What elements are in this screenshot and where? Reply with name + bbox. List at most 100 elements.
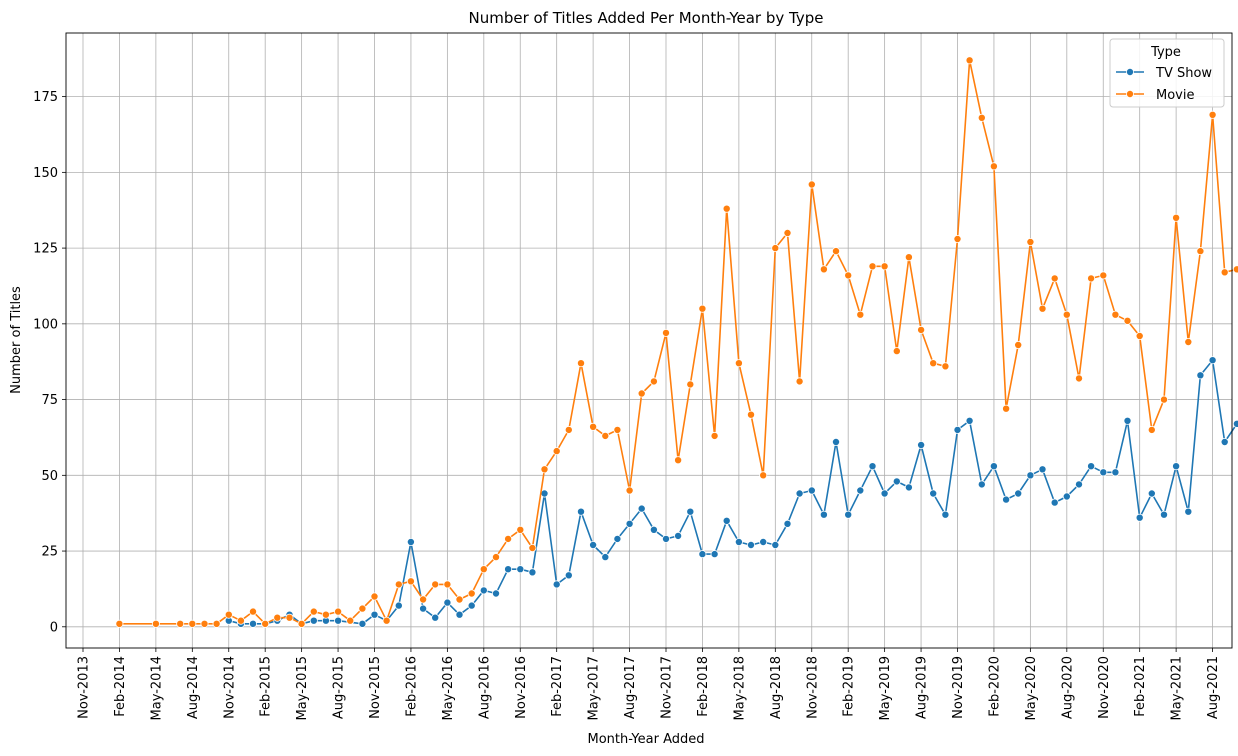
data-point bbox=[370, 592, 379, 601]
data-point bbox=[406, 577, 415, 586]
data-point bbox=[856, 486, 865, 495]
data-point bbox=[577, 359, 586, 368]
data-point bbox=[1184, 337, 1193, 346]
y-tick-label: 175 bbox=[33, 90, 58, 105]
data-point bbox=[662, 534, 671, 543]
data-point bbox=[747, 541, 756, 550]
data-point bbox=[516, 525, 525, 534]
data-point bbox=[479, 586, 488, 595]
data-point bbox=[1160, 395, 1169, 404]
data-point bbox=[649, 525, 658, 534]
data-point bbox=[455, 610, 464, 619]
data-point bbox=[188, 619, 197, 628]
x-tick-label: Aug-2018 bbox=[769, 656, 784, 719]
y-tick-label: 100 bbox=[33, 317, 58, 332]
data-point bbox=[819, 510, 828, 519]
data-point bbox=[747, 410, 756, 419]
data-point bbox=[273, 613, 282, 622]
data-point bbox=[1123, 416, 1132, 425]
data-point bbox=[601, 553, 610, 562]
data-point bbox=[686, 380, 695, 389]
data-point bbox=[443, 580, 452, 589]
legend-entry-tv-show: TV Show bbox=[1116, 66, 1212, 81]
x-tick-label: Feb-2015 bbox=[259, 656, 274, 717]
data-point bbox=[953, 425, 962, 434]
data-point bbox=[977, 480, 986, 489]
data-point bbox=[419, 604, 428, 613]
data-point bbox=[868, 262, 877, 271]
data-point bbox=[334, 607, 343, 616]
data-point bbox=[844, 271, 853, 280]
legend-entry-movie: Movie bbox=[1116, 88, 1194, 103]
data-point bbox=[406, 538, 415, 547]
data-point bbox=[431, 613, 440, 622]
data-point bbox=[1232, 419, 1238, 428]
x-tick-label: Feb-2014 bbox=[113, 656, 128, 717]
x-tick-label: Nov-2020 bbox=[1097, 656, 1112, 719]
data-point bbox=[382, 616, 391, 625]
data-point bbox=[771, 541, 780, 550]
data-point bbox=[965, 416, 974, 425]
data-point bbox=[734, 359, 743, 368]
data-point bbox=[309, 607, 318, 616]
legend-label-tv-show: TV Show bbox=[1155, 66, 1212, 81]
data-point bbox=[649, 377, 658, 386]
data-point bbox=[904, 483, 913, 492]
data-point bbox=[1026, 471, 1035, 480]
data-point bbox=[467, 601, 476, 610]
data-point bbox=[625, 519, 634, 528]
data-point bbox=[467, 589, 476, 598]
data-point bbox=[577, 507, 586, 516]
x-tick-label: Aug-2015 bbox=[332, 656, 347, 719]
data-point bbox=[783, 228, 792, 237]
series-tv-show bbox=[224, 356, 1238, 628]
legend-label-movie: Movie bbox=[1156, 88, 1194, 103]
data-point bbox=[807, 180, 816, 189]
data-point bbox=[710, 550, 719, 559]
data-point bbox=[989, 162, 998, 171]
data-point bbox=[734, 538, 743, 547]
data-point bbox=[346, 616, 355, 625]
x-tick-label: May-2017 bbox=[587, 656, 602, 720]
legend-marker-tv-show bbox=[1126, 68, 1135, 77]
data-point bbox=[1135, 331, 1144, 340]
data-point bbox=[674, 531, 683, 540]
data-point bbox=[674, 456, 683, 465]
data-point bbox=[564, 571, 573, 580]
data-point bbox=[504, 565, 513, 574]
data-point bbox=[1050, 498, 1059, 507]
data-point bbox=[1147, 489, 1156, 498]
x-tick-label: May-2020 bbox=[1024, 656, 1039, 720]
y-tick-label: 25 bbox=[41, 545, 58, 560]
data-point bbox=[200, 619, 209, 628]
data-point bbox=[1014, 340, 1023, 349]
data-point bbox=[1208, 110, 1217, 119]
data-point bbox=[1123, 316, 1132, 325]
x-tick-label: Feb-2020 bbox=[987, 656, 1002, 717]
data-point bbox=[115, 619, 124, 628]
data-point bbox=[832, 247, 841, 256]
x-tick-label: Feb-2021 bbox=[1133, 656, 1148, 717]
data-point bbox=[151, 619, 160, 628]
data-point bbox=[1172, 213, 1181, 222]
data-point bbox=[321, 610, 330, 619]
data-point bbox=[431, 580, 440, 589]
data-point bbox=[224, 610, 233, 619]
legend-marker-movie bbox=[1126, 90, 1135, 99]
data-point bbox=[1135, 513, 1144, 522]
data-point bbox=[637, 504, 646, 513]
data-point bbox=[807, 486, 816, 495]
data-point bbox=[564, 425, 573, 434]
data-point bbox=[662, 328, 671, 337]
data-point bbox=[261, 619, 270, 628]
data-point bbox=[686, 507, 695, 516]
x-tick-label: Aug-2016 bbox=[477, 656, 492, 719]
data-point bbox=[977, 113, 986, 122]
x-tick-label: Nov-2019 bbox=[951, 656, 966, 719]
data-point bbox=[1172, 462, 1181, 471]
data-point bbox=[1062, 492, 1071, 501]
x-tick-label: Nov-2018 bbox=[805, 656, 820, 719]
data-point bbox=[1002, 404, 1011, 413]
y-tick-label: 150 bbox=[33, 166, 58, 181]
data-point bbox=[637, 389, 646, 398]
